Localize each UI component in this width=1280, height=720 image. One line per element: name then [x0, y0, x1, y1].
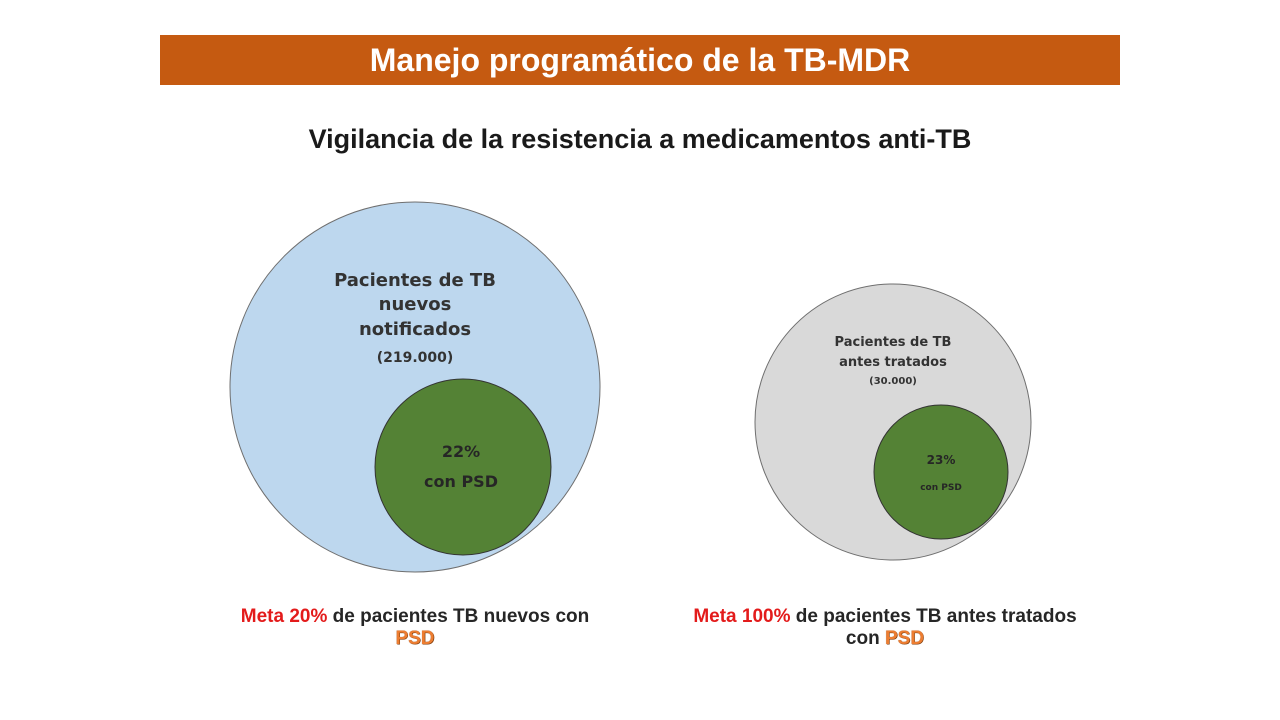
left-inner-percent: 22%: [442, 442, 480, 461]
left-outer-label-line-3: notificados: [359, 319, 471, 340]
left-caption-psd: PSD: [395, 628, 435, 649]
left-inner-label: con PSD: [424, 472, 498, 491]
right-caption-text: de pacientes TB antes tratados con: [790, 606, 1077, 649]
left-venn: Pacientes de TB nuevos notificados (219.…: [229, 201, 601, 573]
page-subtitle: Vigilancia de la resistencia a medicamen…: [308, 124, 972, 154]
left-caption-text: de pacientes TB nuevos con: [327, 606, 590, 627]
right-venn: Pacientes de TB antes tratados (30.000) …: [754, 283, 1032, 561]
right-outer-label-line-1: Pacientes de TB: [835, 335, 952, 350]
right-caption: Meta 100% de pacientes TB antes tratados…: [690, 606, 1080, 650]
left-outer-label-line-2: nuevos: [379, 294, 452, 315]
left-inner-circle: [374, 378, 552, 556]
right-outer-count: (30.000): [869, 376, 917, 387]
left-caption-meta: Meta 20%: [240, 606, 328, 627]
right-caption-psd: PSD: [884, 628, 925, 649]
left-caption: Meta 20% de pacientes TB nuevos con PSD: [200, 606, 630, 650]
left-outer-label-line-1: Pacientes de TB: [334, 270, 496, 291]
right-outer-label-line-2: antes tratados: [839, 355, 947, 370]
right-inner-label: con PSD: [920, 483, 962, 493]
page-title: Manejo programático de la TB-MDR: [369, 41, 911, 78]
right-inner-percent: 23%: [927, 453, 956, 467]
left-outer-count: (219.000): [377, 350, 454, 366]
title-bar: Manejo programático de la TB-MDR: [160, 35, 1120, 85]
right-caption-meta: Meta 100%: [693, 606, 791, 627]
right-inner-circle: [873, 404, 1009, 540]
